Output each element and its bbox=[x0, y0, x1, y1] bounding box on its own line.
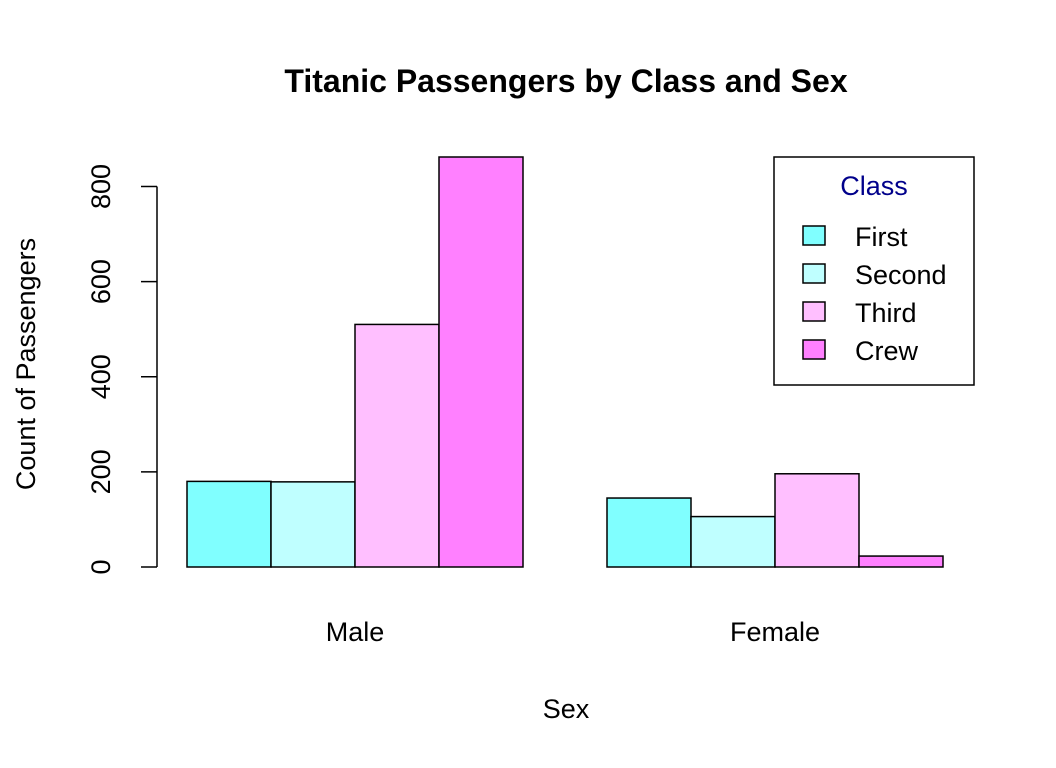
legend: Class First Second Third Crew bbox=[773, 156, 975, 386]
y-axis-label: Count of Passengers bbox=[11, 238, 41, 490]
bar-female-first bbox=[606, 497, 692, 568]
x-category-labels: Male Female bbox=[326, 617, 820, 647]
y-tick-label: 600 bbox=[86, 259, 116, 304]
legend-items: First Second Third Crew bbox=[802, 222, 947, 366]
bar-female-crew bbox=[858, 555, 944, 568]
bar-male-second bbox=[270, 481, 356, 568]
y-tick-label: 800 bbox=[86, 164, 116, 209]
legend-title: Class bbox=[840, 171, 908, 201]
y-tick-label: 400 bbox=[86, 354, 116, 399]
y-tick-label: 0 bbox=[86, 559, 116, 574]
bar-male-third bbox=[354, 323, 440, 568]
legend-label-second: Second bbox=[855, 260, 947, 290]
legend-swatch-first bbox=[802, 225, 826, 246]
y-tick-label: 200 bbox=[86, 449, 116, 494]
x-category-label: Male bbox=[326, 617, 385, 647]
legend-swatch-third bbox=[802, 301, 826, 322]
bar-female-third bbox=[774, 473, 860, 568]
legend-label-first: First bbox=[855, 222, 908, 252]
legend-swatch-crew bbox=[802, 339, 826, 360]
bar-male-first bbox=[186, 480, 272, 568]
x-axis-label: Sex bbox=[543, 694, 590, 724]
legend-label-crew: Crew bbox=[855, 336, 919, 366]
chart-title: Titanic Passengers by Class and Sex bbox=[284, 63, 847, 99]
x-category-label: Female bbox=[730, 617, 820, 647]
y-axis: 0 200 400 600 800 bbox=[86, 164, 158, 575]
bar-female-second bbox=[690, 515, 776, 568]
legend-swatch-second bbox=[802, 263, 826, 284]
bars-group bbox=[186, 156, 944, 568]
bar-male-crew bbox=[438, 156, 524, 568]
legend-label-third: Third bbox=[855, 298, 917, 328]
